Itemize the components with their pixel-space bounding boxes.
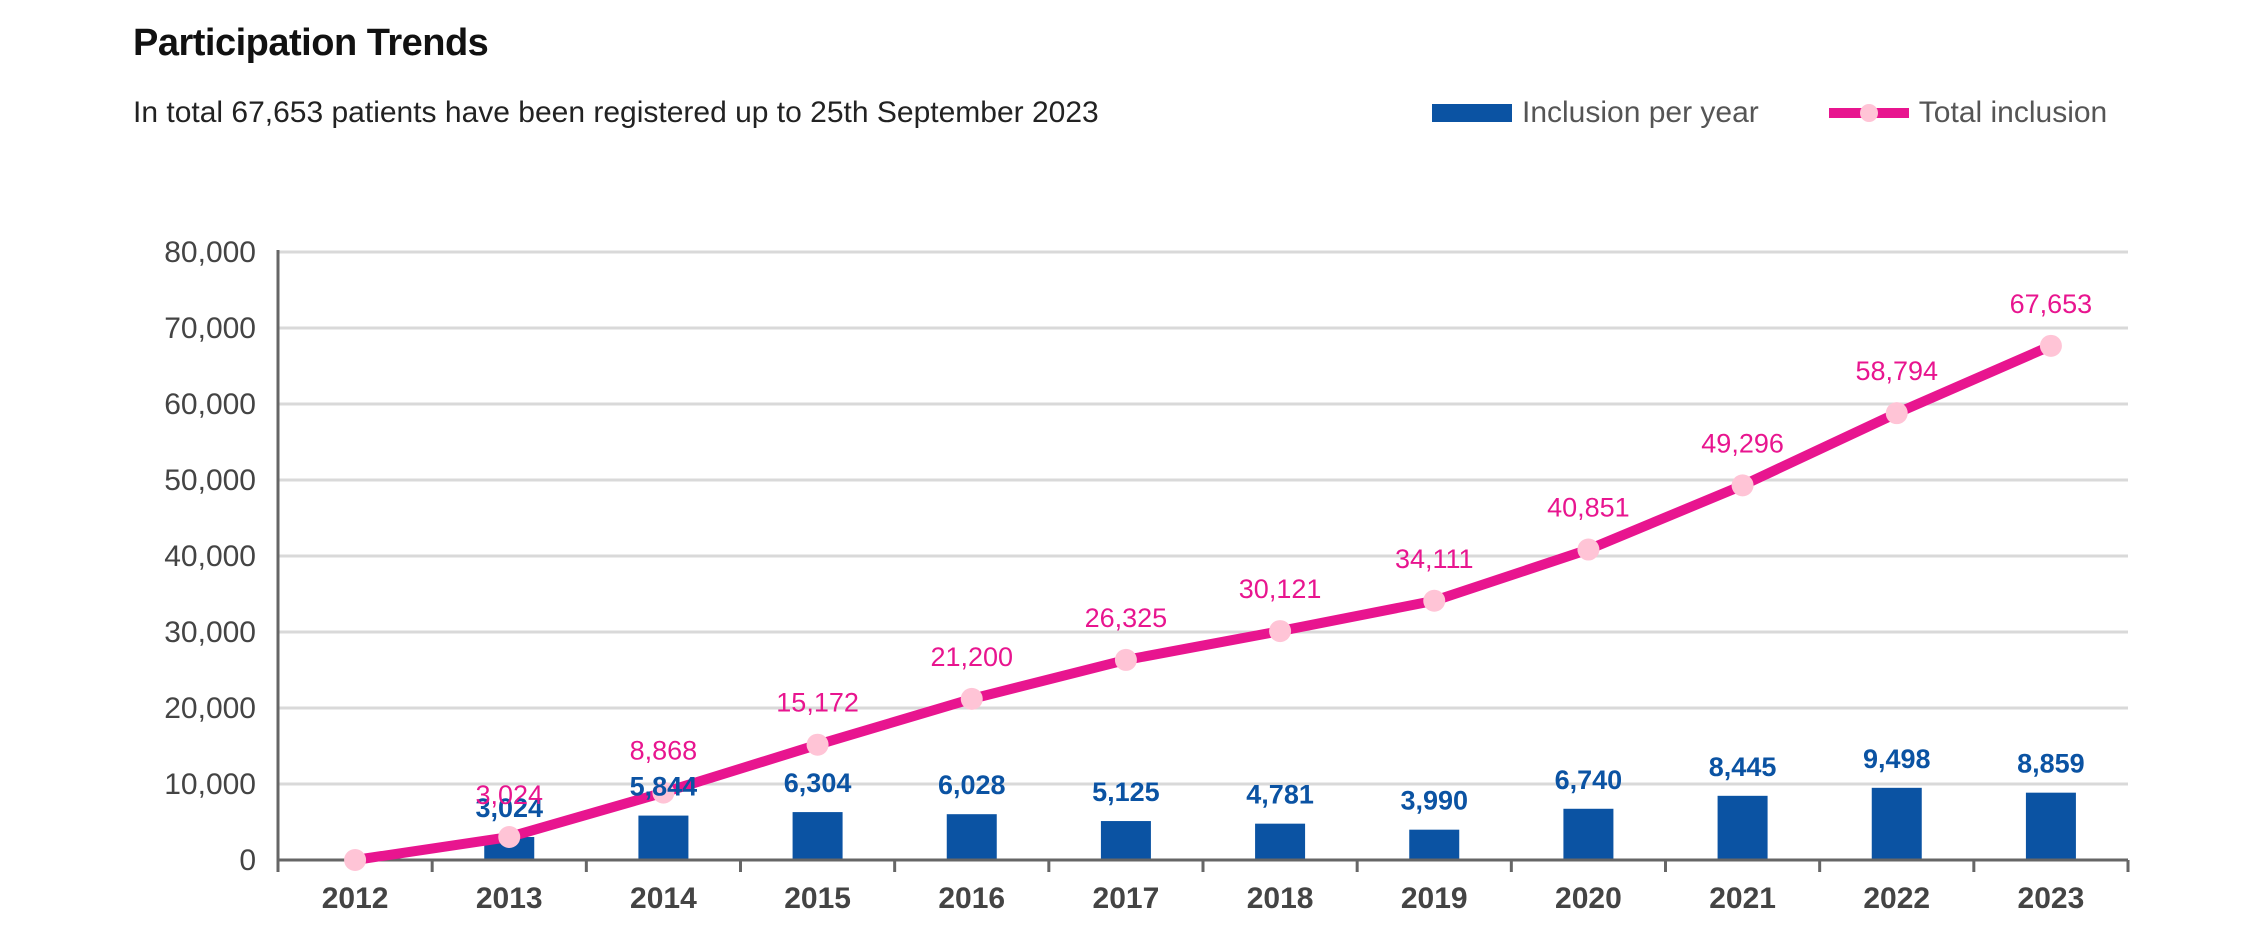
legend-label-total-inclusion: Total inclusion	[1918, 96, 2108, 129]
line-label-2013: 3,024	[475, 780, 543, 810]
bar-label-2023: 8,859	[2017, 749, 2085, 779]
x-tick-label-2021: 2021	[1709, 882, 1776, 915]
legend-line-swatch	[1828, 104, 1909, 122]
y-tick-label-20000: 20,000	[164, 692, 256, 725]
y-tick-label-50000: 50,000	[164, 464, 256, 497]
point-2015	[806, 733, 829, 756]
point-2013	[498, 826, 521, 849]
bar-2019	[1409, 829, 1460, 860]
legend: Inclusion per year Total inclusion	[1432, 96, 2107, 130]
x-tick-label-2016: 2016	[938, 882, 1005, 915]
line-label-2016: 21,200	[930, 642, 1013, 672]
y-tick-label-0: 0	[239, 844, 256, 877]
point-2017	[1114, 648, 1137, 671]
bar-2016	[946, 814, 997, 860]
line-label-2022: 58,794	[1855, 356, 1938, 386]
line-label-2014: 8,868	[630, 736, 698, 766]
bar-2018	[1255, 823, 1306, 860]
bar-2015	[792, 812, 843, 860]
line-label-2015: 15,172	[776, 688, 859, 718]
x-tick-label-2014: 2014	[630, 882, 697, 915]
legend-item-inclusion-per-year: Inclusion per year	[1432, 96, 1759, 130]
point-2022	[1885, 402, 1908, 425]
y-tick-label-10000: 10,000	[164, 768, 256, 801]
line-label-2020: 40,851	[1547, 493, 1630, 523]
line-label-2017: 26,325	[1085, 603, 1168, 633]
y-tick-label-60000: 60,000	[164, 388, 256, 421]
x-tick-label-2012: 2012	[322, 882, 389, 915]
bar-label-2019: 3,990	[1400, 786, 1468, 816]
line-label-2018: 30,121	[1239, 574, 1322, 604]
legend-label-inclusion-per-year: Inclusion per year	[1522, 96, 1759, 129]
data-labels: 3,024 5,844 6,304 6,028 5,125 4,781 3,990 6,740…	[475, 289, 2092, 823]
bar-label-2013: 3,024	[475, 793, 543, 823]
bar-2020	[1563, 808, 1614, 860]
x-tick-label-2018: 2018	[1247, 882, 1314, 915]
bar-2022	[1871, 787, 1922, 860]
point-2021	[1731, 474, 1754, 497]
bar-label-2016: 6,028	[938, 770, 1006, 800]
bar-2021	[1717, 795, 1768, 860]
axes: 0 10,000 20,000 30,000 40,000 50,000 60,000 70,…	[164, 236, 2130, 915]
point-2020	[1577, 538, 1600, 561]
chart-subtitle: In total 67,653 patients have been regis…	[133, 96, 1099, 129]
x-tick-label-2022: 2022	[1863, 882, 1930, 915]
x-tick-label-2015: 2015	[784, 882, 851, 915]
x-tick-label-2019: 2019	[1401, 882, 1468, 915]
bar-2014	[638, 815, 689, 860]
point-2023	[2039, 334, 2062, 357]
line-label-2021: 49,296	[1701, 428, 1784, 458]
x-tick-label-2017: 2017	[1093, 882, 1160, 915]
legend-item-total-inclusion: Total inclusion	[1828, 96, 2108, 130]
line-label-2019: 34,111	[1395, 544, 1474, 574]
cumulative-line	[344, 334, 2062, 871]
point-2014	[652, 781, 675, 804]
bar-2023	[2025, 792, 2076, 860]
chart-title: Participation Trends	[133, 22, 489, 64]
point-2012	[344, 849, 367, 871]
bar-label-2018: 4,781	[1246, 780, 1314, 810]
bar-label-2014: 5,844	[630, 772, 698, 802]
bars	[484, 787, 2076, 860]
line-label-2023: 67,653	[2010, 289, 2093, 319]
point-2018	[1269, 620, 1292, 643]
bar-label-2021: 8,445	[1709, 752, 1777, 782]
grid-lines	[278, 250, 2128, 786]
bar-label-2015: 6,304	[784, 768, 852, 798]
y-tick-label-80000: 80,000	[164, 236, 256, 269]
x-tick-label-2023: 2023	[2018, 882, 2085, 915]
y-tick-label-70000: 70,000	[164, 312, 256, 345]
legend-bar-swatch	[1432, 104, 1512, 122]
point-2019	[1423, 589, 1446, 612]
y-tick-label-30000: 30,000	[164, 616, 256, 649]
point-2016	[960, 687, 983, 710]
x-tick-label-2020: 2020	[1555, 882, 1622, 915]
bar-label-2020: 6,740	[1555, 765, 1623, 795]
bar-label-2022: 9,498	[1863, 744, 1931, 774]
y-tick-label-40000: 40,000	[164, 540, 256, 573]
total-inclusion-line	[350, 340, 2056, 865]
x-tick-label-2013: 2013	[476, 882, 543, 915]
bar-label-2017: 5,125	[1092, 777, 1160, 807]
bar-2017	[1100, 821, 1151, 860]
